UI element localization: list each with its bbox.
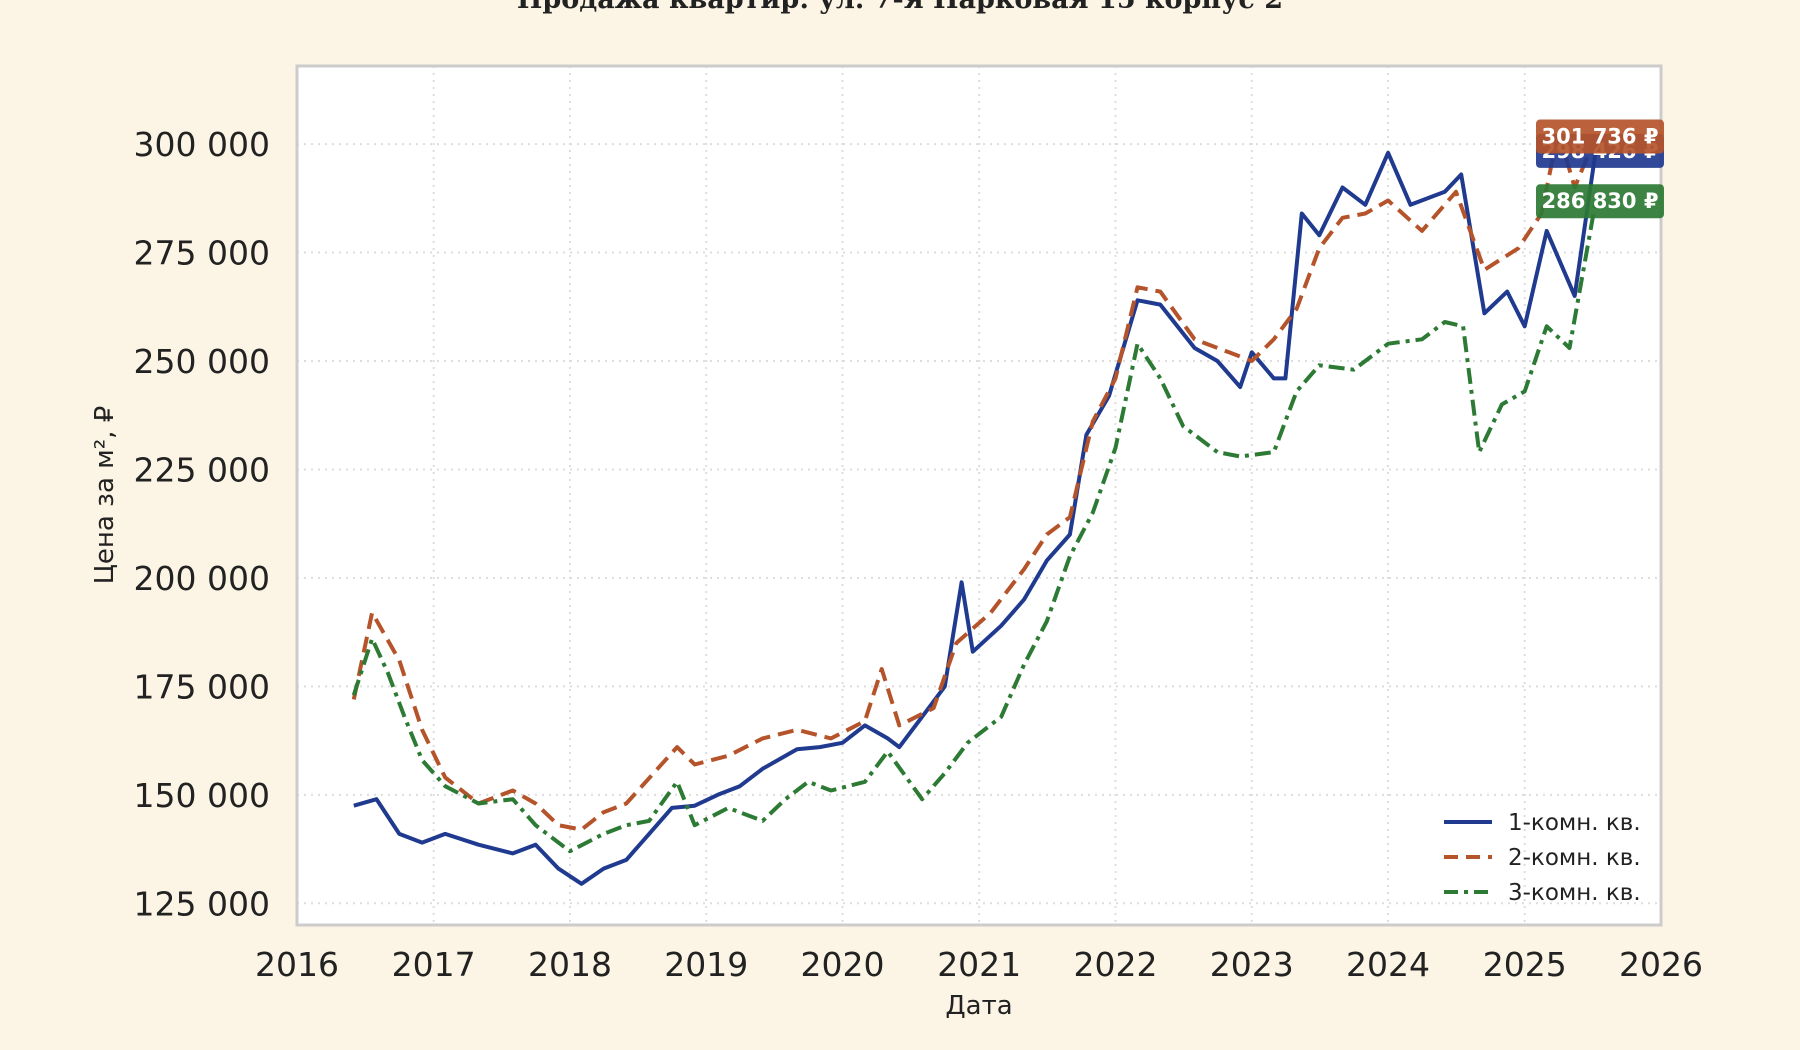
series-line-3 <box>351 200 1598 854</box>
series-line-2 <box>351 129 1598 832</box>
series-line-1 <box>353 150 1598 886</box>
last-value-badge-3 <box>1536 184 1664 219</box>
chart-title: Продажа квартир: ул. 7-я Парковая 15 кор… <box>0 0 1800 15</box>
last-value-label-2: 301 736 ₽ <box>1542 125 1659 149</box>
x-tick-label: 2018 <box>528 945 612 984</box>
x-tick-label: 2019 <box>664 945 748 984</box>
legend-label-2: 2-комн. кв. <box>1508 845 1641 871</box>
series-lines <box>351 129 1598 886</box>
last-value-badges: 298 426 ₽301 736 ₽286 830 ₽ <box>1536 119 1664 219</box>
y-tick-label: 200 000 <box>134 559 270 598</box>
x-tick-label: 2026 <box>1619 945 1703 984</box>
legend: 1-комн. кв. 2-комн. кв. 3-комн. кв. <box>1444 810 1641 906</box>
y-tick-label: 150 000 <box>134 776 270 815</box>
x-tick-label: 2025 <box>1483 945 1567 984</box>
legend-label-3: 3-комн. кв. <box>1508 880 1641 906</box>
y-tick-label: 300 000 <box>134 125 270 164</box>
last-value-badge-2 <box>1536 119 1664 154</box>
x-tick-label: 2024 <box>1346 945 1430 984</box>
y-tick-label: 250 000 <box>134 342 270 381</box>
y-tick-labels: 125 000 150 000 175 000 200 000 225 000 250 0… <box>134 125 270 923</box>
y-tick-label: 225 000 <box>134 450 270 489</box>
x-axis-label: Дата <box>945 991 1012 1021</box>
x-tick-label: 2023 <box>1210 945 1294 984</box>
last-value-label-3: 286 830 ₽ <box>1542 189 1659 213</box>
x-tick-label: 2021 <box>937 945 1021 984</box>
y-tick-label: 275 000 <box>134 234 270 273</box>
plot-frame <box>295 64 1663 927</box>
x-tick-label: 2016 <box>255 945 339 984</box>
legend-label-1: 1-комн. кв. <box>1508 810 1641 836</box>
y-tick-label: 125 000 <box>134 884 270 923</box>
y-axis-label: Цена за м², ₽ <box>90 406 120 585</box>
x-tick-label: 2017 <box>392 945 476 984</box>
y-tick-label: 175 000 <box>134 667 270 706</box>
x-tick-labels: 2016 2017 2018 2019 2020 2021 2022 2023 2024 2025… <box>255 945 1703 984</box>
x-tick-label: 2020 <box>801 945 885 984</box>
x-tick-label: 2022 <box>1073 945 1157 984</box>
